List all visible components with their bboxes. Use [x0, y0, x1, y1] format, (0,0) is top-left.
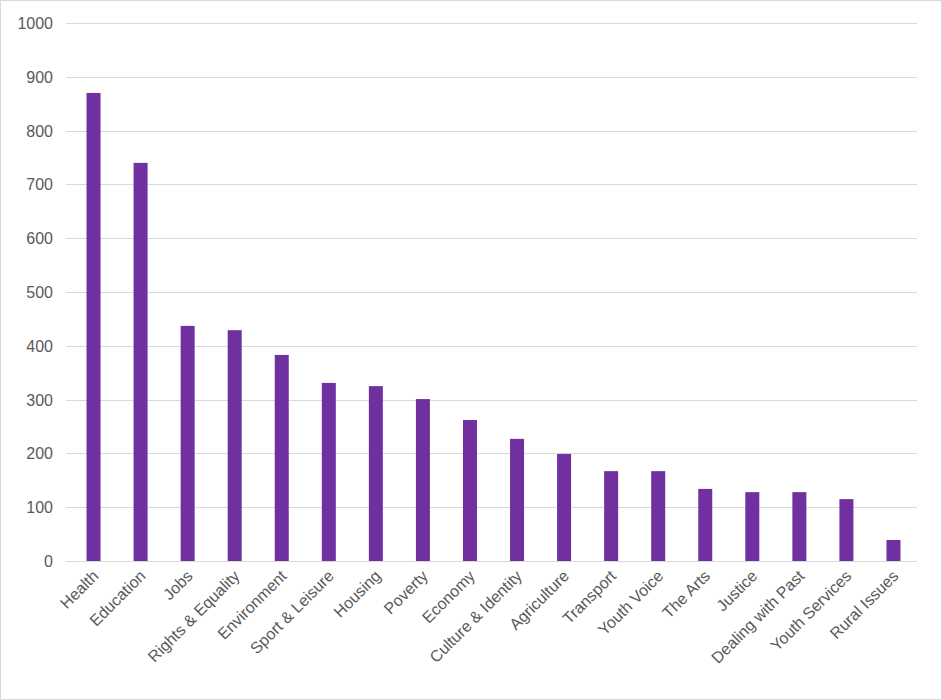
grid-line [66, 77, 917, 78]
y-tick-label: 200 [26, 445, 53, 462]
bar [228, 330, 242, 561]
bar [181, 326, 195, 561]
bar [792, 492, 806, 561]
bar [745, 492, 759, 561]
x-tick-label: Youth Voice [595, 567, 666, 638]
x-tick-label: Jobs [160, 567, 196, 603]
x-tick-label: Health [57, 567, 102, 612]
bar [416, 399, 430, 561]
bar [557, 454, 571, 561]
grid-line [66, 184, 917, 185]
y-tick-label: 0 [44, 553, 53, 570]
y-tick-label: 400 [26, 338, 53, 355]
grid-line [66, 561, 917, 562]
bar [134, 163, 148, 561]
bar [651, 471, 665, 561]
y-tick-label: 700 [26, 176, 53, 193]
bar [87, 93, 101, 561]
bar [886, 540, 900, 561]
y-tick-label: 500 [26, 284, 53, 301]
bar [369, 386, 383, 561]
grid-line [66, 292, 917, 293]
bar [510, 439, 524, 561]
bar [839, 499, 853, 561]
y-tick-label: 100 [26, 499, 53, 516]
grid-line [66, 131, 917, 132]
y-tick-label: 300 [26, 392, 53, 409]
x-tick-label: Education [86, 567, 148, 629]
chart-svg: 0 100 200 300 400 500 600 700 800 900 1000 HealthEd… [0, 0, 942, 700]
chart-border [1, 1, 942, 700]
y-tick-label: 1000 [17, 15, 53, 32]
bar [604, 471, 618, 561]
y-tick-label: 900 [26, 69, 53, 86]
bars [87, 93, 901, 561]
chart-container: 0 100 200 300 400 500 600 700 800 900 1000 HealthEd… [0, 0, 942, 700]
bar [463, 420, 477, 561]
x-tick-label: Rural Issues [827, 567, 902, 642]
x-tick-label: Sport & Leisure [247, 567, 337, 657]
bar [275, 355, 289, 561]
y-tick-label: 800 [26, 123, 53, 140]
x-tick-label: Justice [713, 567, 760, 614]
grid-line [66, 238, 917, 239]
grid-line [66, 23, 917, 24]
bar [698, 489, 712, 561]
y-tick-label: 600 [26, 230, 53, 247]
bar [322, 383, 336, 561]
x-tick-label: Housing [330, 567, 384, 621]
x-tick-label: Agriculture [506, 567, 572, 633]
x-tick-label: The Arts [659, 567, 713, 621]
x-tick-label: Youth Services [767, 567, 854, 654]
grid [66, 24, 917, 562]
